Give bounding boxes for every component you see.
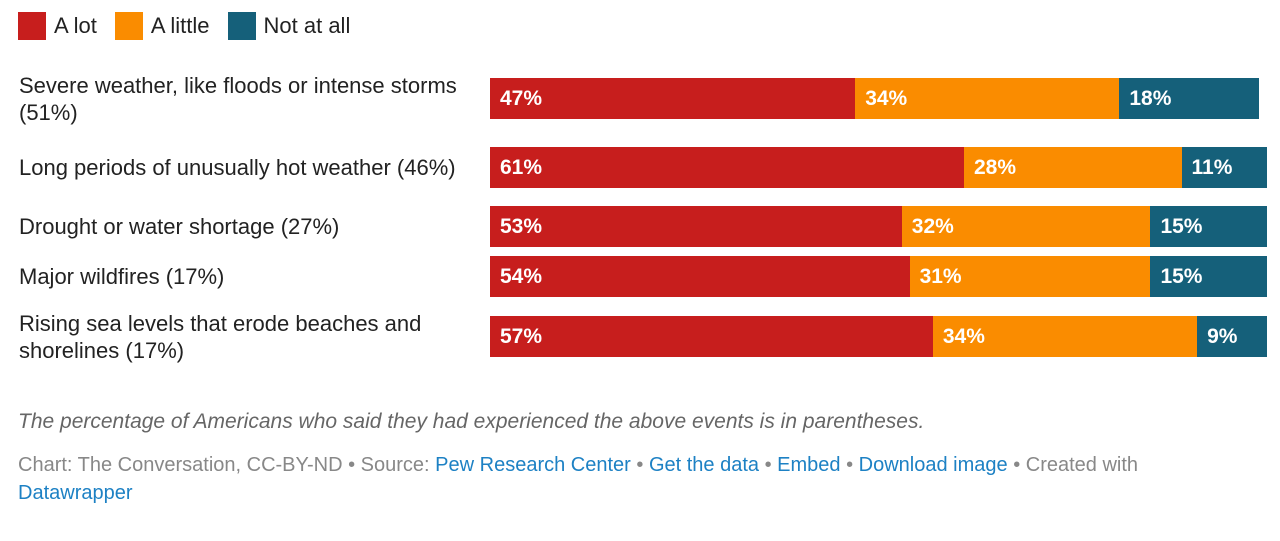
datawrapper-link[interactable]: Datawrapper xyxy=(18,482,133,504)
legend-label: Not at all xyxy=(263,13,351,38)
category-label: Drought or water shortage (27%) xyxy=(19,214,340,239)
legend-swatch xyxy=(18,12,46,40)
credit-text: Chart: The Conversation, CC-BY-ND • Sour… xyxy=(18,454,436,476)
bar-segment: 61% xyxy=(490,147,964,188)
embed-link[interactable]: Embed xyxy=(777,454,841,476)
bar-segment: 11% xyxy=(1181,147,1267,188)
bar-segment: 34% xyxy=(932,316,1198,357)
bar-segment: 15% xyxy=(1150,206,1267,247)
chart-note: The percentage of Americans who said the… xyxy=(18,410,925,433)
legend-swatch xyxy=(227,12,256,40)
bar-segment: 15% xyxy=(1150,256,1267,297)
legend-item-a-little: A little xyxy=(114,12,210,40)
created-with-text: • Created with xyxy=(1007,454,1139,476)
chart-footer: Chart: The Conversation, CC-BY-ND • Sour… xyxy=(18,451,1248,507)
bar-segment: 31% xyxy=(909,256,1151,297)
source-link[interactable]: Pew Research Center xyxy=(435,454,631,476)
category-label: Major wildfires (17%) xyxy=(19,264,225,289)
category-label: Severe weather, like floods or intense s… xyxy=(19,72,457,125)
legend-item-a-lot: A lot xyxy=(18,12,97,40)
download-image-link[interactable]: Download image xyxy=(858,454,1008,476)
legend-item-not-at-all: Not at all xyxy=(227,12,351,40)
bar-segment: 57% xyxy=(490,316,933,357)
separator: • xyxy=(759,454,778,476)
category-label: Long periods of unusually hot weather (4… xyxy=(19,155,456,180)
bar-segment: 28% xyxy=(963,147,1182,188)
separator: • xyxy=(840,454,859,476)
legend-swatch xyxy=(114,12,143,40)
bar-segment: 47% xyxy=(490,78,856,119)
get-data-link[interactable]: Get the data xyxy=(648,454,760,476)
bar-segment: 18% xyxy=(1119,78,1260,119)
category-label: Rising sea levels that erode beaches and… xyxy=(19,310,422,363)
separator: • xyxy=(630,454,649,476)
bar-segment: 34% xyxy=(855,78,1120,119)
legend-label: A little xyxy=(150,13,210,38)
bar-segment: 32% xyxy=(901,206,1151,247)
legend: A lot A little Not at all xyxy=(18,12,350,40)
legend-label: A lot xyxy=(54,13,97,38)
bar-segment: 54% xyxy=(490,256,910,297)
bar-segment: 53% xyxy=(490,206,902,247)
bar-segment: 9% xyxy=(1197,316,1267,357)
